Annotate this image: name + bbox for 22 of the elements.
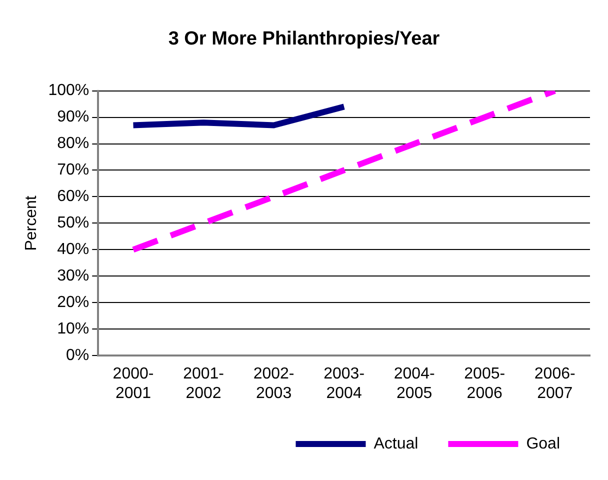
x-tick-label: 2002-2003 [253,366,294,402]
y-tick-label: 80% [57,135,90,152]
x-tick-label: 2001-2002 [183,366,224,402]
y-tick-label: 70% [57,162,90,179]
legend-label: Actual [374,435,418,452]
x-tick-label: 2003-2004 [324,366,365,402]
x-tick-label: 2006-2007 [534,366,576,402]
y-tick-label: 20% [57,294,90,312]
y-tick-label: 10% [57,320,90,338]
x-tick-label: 2000-2001 [112,366,154,402]
y-tick-label: 60% [57,188,90,206]
y-tick-label: 40% [57,241,90,258]
y-tick-label: 100% [48,82,90,100]
y-tick-label: 0% [66,347,90,364]
y-tick-label: 30% [57,268,90,285]
x-tick-label: 2004-2005 [394,366,435,402]
chart-title: 3 Or More Philanthropies/Year [168,28,440,50]
y-tick-label: 90% [57,108,90,126]
x-tick-label: 2005-2006 [464,366,506,402]
y-tick-label: 50% [57,214,90,232]
legend-label: Goal [526,435,560,452]
y-axis-title: Percent [23,195,40,251]
